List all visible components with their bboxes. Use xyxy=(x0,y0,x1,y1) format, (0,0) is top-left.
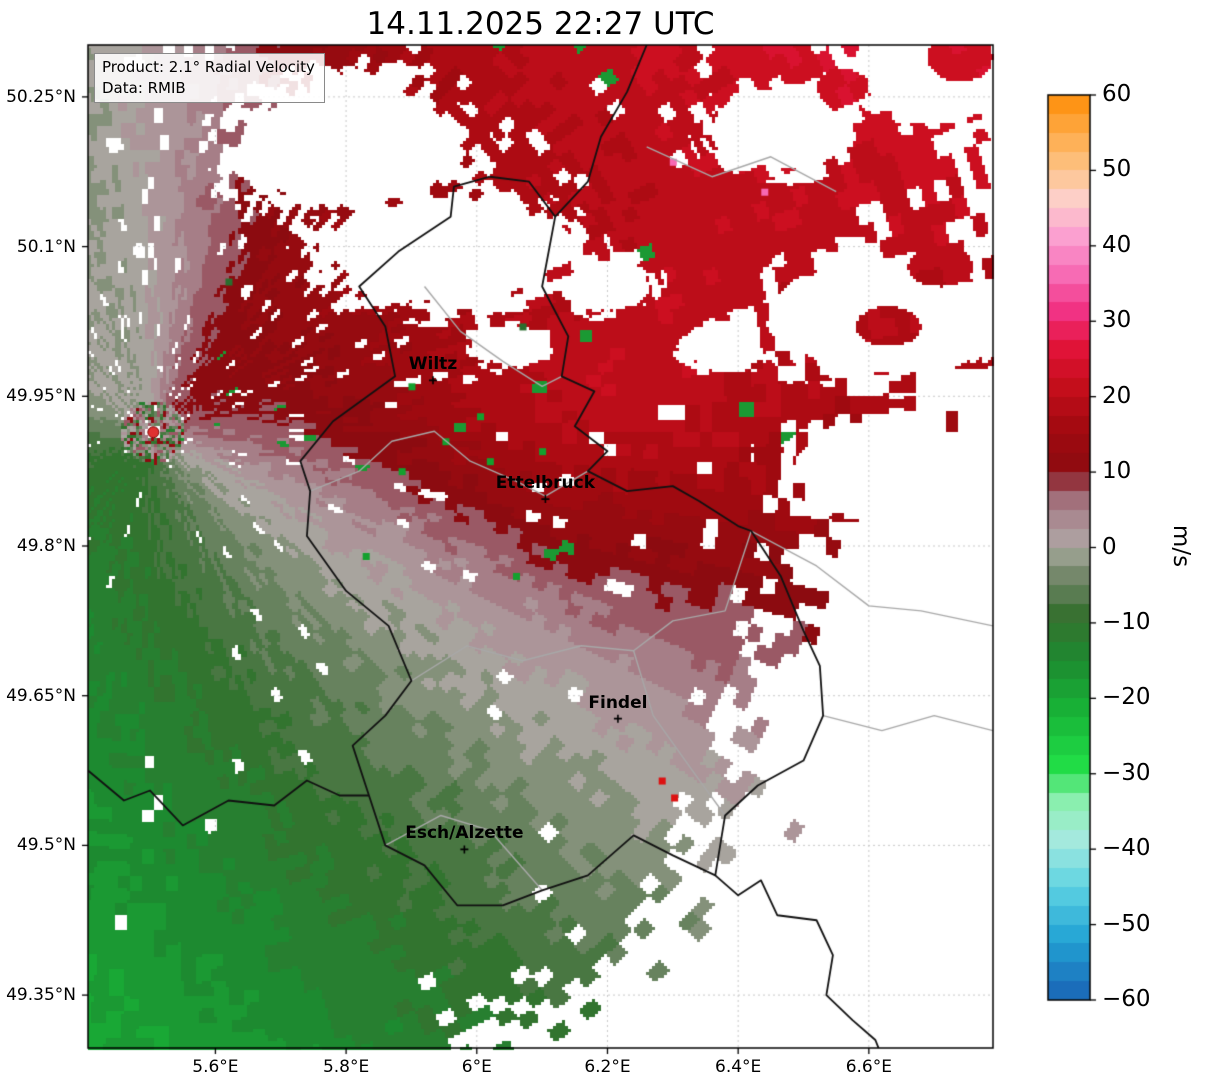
y-tick-label: 50.1°N xyxy=(16,236,76,257)
x-tick-label: 5.6°E xyxy=(192,1057,239,1077)
x-tick-label: 5.8°E xyxy=(322,1057,370,1077)
colorbar-tick-label: −20 xyxy=(1102,684,1151,711)
colorbar-tick-label: 60 xyxy=(1102,81,1132,107)
x-tick-label: 6.6°E xyxy=(845,1057,892,1077)
y-tick-label: 49.35°N xyxy=(6,985,76,1006)
city-label: Ettelbruck xyxy=(495,473,596,494)
colorbar-tick-label: 0 xyxy=(1102,533,1117,560)
colorbar-tick-label: 50 xyxy=(1102,156,1132,183)
colorbar-tick-label: −40 xyxy=(1102,835,1151,862)
x-tick-label: 6.2°E xyxy=(584,1057,631,1077)
y-tick-label: 49.95°N xyxy=(6,386,76,407)
x-tick-label: 6°E xyxy=(461,1057,492,1077)
product-info-line: Product: 2.1° Radial Velocity xyxy=(102,58,315,76)
colorbar-tick-label: 40 xyxy=(1102,231,1132,258)
figure-title: 14.11.2025 22:27 UTC xyxy=(366,6,715,42)
colorbar-tick-label: −60 xyxy=(1102,986,1151,1012)
city-label: Wiltz xyxy=(408,354,458,375)
colorbar-tick-label: 10 xyxy=(1102,458,1132,485)
colorbar-unit-label: m/s xyxy=(1168,524,1194,568)
x-tick-label: 6.4°E xyxy=(715,1057,762,1077)
city-label: Findel xyxy=(588,692,648,713)
product-info-box: Product: 2.1° Radial Velocity Data: RMIB xyxy=(94,53,325,104)
data-source-line: Data: RMIB xyxy=(102,78,186,97)
y-tick-label: 49.5°N xyxy=(16,835,76,856)
city-label: Esch/Alzette xyxy=(405,823,524,844)
colorbar-tick-label: −50 xyxy=(1102,910,1151,937)
y-tick-label: 50.25°N xyxy=(6,86,76,107)
y-tick-label: 49.8°N xyxy=(16,536,76,556)
colorbar-tick-label: 30 xyxy=(1102,307,1132,334)
y-tick-label: 49.65°N xyxy=(6,685,76,706)
colorbar-tick-label: −30 xyxy=(1102,759,1151,786)
colorbar-tick-label: 20 xyxy=(1102,382,1132,409)
colorbar-tick-label: −10 xyxy=(1102,608,1151,635)
